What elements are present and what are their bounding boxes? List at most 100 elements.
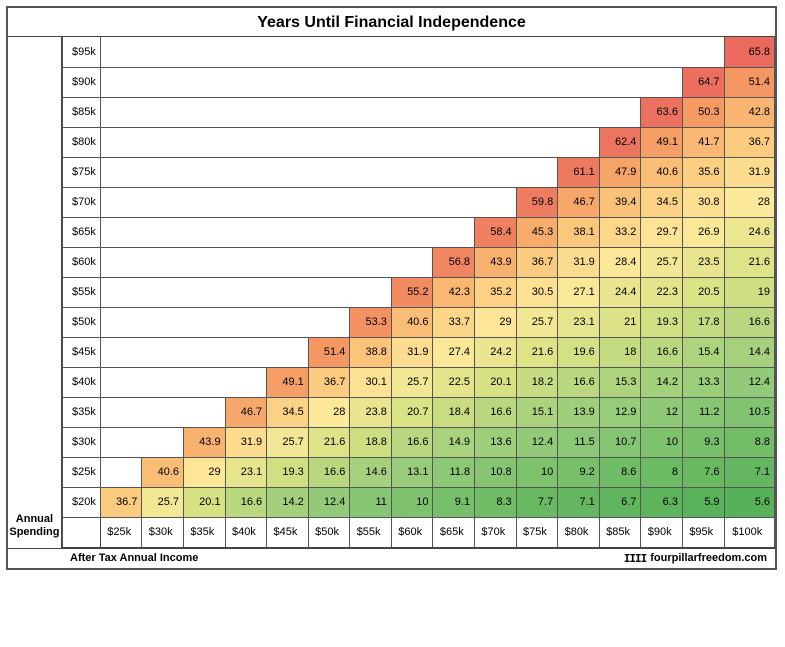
heatmap-cell: 56.8 — [433, 247, 475, 277]
column-header-row: $25k$30k$35k$40k$45k$50k$55k$60k$65k$70k… — [62, 517, 774, 547]
row-header: $20k — [62, 487, 100, 517]
heatmap-cell: 36.7 — [100, 487, 142, 517]
row-header: $70k — [62, 187, 100, 217]
row-header: $50k — [62, 307, 100, 337]
empty-cell — [308, 37, 350, 67]
heatmap-cell: 15.3 — [599, 367, 641, 397]
heatmap-cell: 40.6 — [641, 157, 683, 187]
heatmap-cell: 10.7 — [599, 427, 641, 457]
column-header: $70k — [475, 517, 517, 547]
column-header: $40k — [225, 517, 267, 547]
heatmap-cell: 19.3 — [267, 457, 309, 487]
heatmap-cell: 63.6 — [641, 97, 683, 127]
column-header: $35k — [184, 517, 226, 547]
empty-cell — [225, 367, 267, 397]
empty-cell — [516, 157, 558, 187]
empty-cell — [433, 157, 475, 187]
heatmap-row: $20k36.725.720.116.614.212.411109.18.37.… — [62, 487, 774, 517]
heatmap-cell: 25.7 — [391, 367, 433, 397]
row-header: $95k — [62, 37, 100, 67]
heatmap-cell: 8.8 — [724, 427, 774, 457]
heatmap-cell: 10.8 — [475, 457, 517, 487]
empty-cell — [100, 157, 142, 187]
heatmap-cell: 8.6 — [599, 457, 641, 487]
heatmap-row: $30k43.931.925.721.618.816.614.913.612.4… — [62, 427, 774, 457]
heatmap-row: $35k46.734.52823.820.718.416.615.113.912… — [62, 397, 774, 427]
column-header: $80k — [558, 517, 600, 547]
heatmap-cell: 13.1 — [391, 457, 433, 487]
heatmap-cell: 10 — [516, 457, 558, 487]
heatmap-row: $75k61.147.940.635.631.9 — [62, 157, 774, 187]
heatmap-cell: 16.6 — [641, 337, 683, 367]
heatmap-cell: 23.1 — [225, 457, 267, 487]
empty-cell — [558, 37, 600, 67]
empty-cell — [391, 67, 433, 97]
empty-cell — [641, 37, 683, 67]
empty-cell — [308, 67, 350, 97]
empty-cell — [516, 37, 558, 67]
heatmap-cell: 10 — [641, 427, 683, 457]
empty-cell — [308, 97, 350, 127]
heatmap-cell: 42.3 — [433, 277, 475, 307]
empty-cell — [100, 97, 142, 127]
heatmap-cell: 47.9 — [599, 157, 641, 187]
heatmap-cell: 12 — [641, 397, 683, 427]
heatmap-cell: 9.3 — [682, 427, 724, 457]
heatmap-cell: 35.2 — [475, 277, 517, 307]
column-header: $45k — [267, 517, 309, 547]
heatmap-cell: 62.4 — [599, 127, 641, 157]
heatmap-cell: 55.2 — [391, 277, 433, 307]
column-header: $30k — [142, 517, 184, 547]
empty-cell — [308, 247, 350, 277]
empty-cell — [225, 187, 267, 217]
empty-cell — [433, 37, 475, 67]
empty-cell — [267, 37, 309, 67]
empty-cell — [350, 277, 392, 307]
heatmap-cell: 5.9 — [682, 487, 724, 517]
heatmap-cell: 14.2 — [267, 487, 309, 517]
empty-cell — [267, 67, 309, 97]
empty-cell — [225, 277, 267, 307]
column-header: $50k — [308, 517, 350, 547]
heatmap-cell: 38.1 — [558, 217, 600, 247]
heatmap-cell: 18.8 — [350, 427, 392, 457]
heatmap-row: $25k40.62923.119.316.614.613.111.810.810… — [62, 457, 774, 487]
column-header: $60k — [391, 517, 433, 547]
heatmap-cell: 19 — [724, 277, 774, 307]
heatmap-cell: 16.6 — [308, 457, 350, 487]
heatmap-cell: 17.8 — [682, 307, 724, 337]
heatmap-cell: 34.5 — [267, 397, 309, 427]
chart-footer: After Tax Annual Income IIII fourpillarf… — [8, 548, 775, 568]
row-header: $90k — [62, 67, 100, 97]
row-header: $80k — [62, 127, 100, 157]
heatmap-cell: 20.7 — [391, 397, 433, 427]
axis-corner — [62, 517, 100, 547]
heatmap-cell: 11.2 — [682, 397, 724, 427]
empty-cell — [225, 247, 267, 277]
empty-cell — [475, 157, 517, 187]
row-header: $40k — [62, 367, 100, 397]
heatmap-cell: 21 — [599, 307, 641, 337]
empty-cell — [267, 307, 309, 337]
empty-cell — [100, 187, 142, 217]
heatmap-cell: 30.1 — [350, 367, 392, 397]
empty-cell — [225, 127, 267, 157]
heatmap-cell: 27.1 — [558, 277, 600, 307]
heatmap-cell: 65.8 — [724, 37, 774, 67]
heatmap-cell: 9.2 — [558, 457, 600, 487]
heatmap-cell: 18.4 — [433, 397, 475, 427]
empty-cell — [184, 307, 226, 337]
empty-cell — [516, 67, 558, 97]
empty-cell — [433, 127, 475, 157]
heatmap-cell: 51.4 — [308, 337, 350, 367]
heatmap-cell: 12.9 — [599, 397, 641, 427]
heatmap-cell: 49.1 — [267, 367, 309, 397]
heatmap-cell: 16.6 — [475, 397, 517, 427]
heatmap-cell: 24.6 — [724, 217, 774, 247]
heatmap-cell: 8.3 — [475, 487, 517, 517]
empty-cell — [391, 127, 433, 157]
row-header: $25k — [62, 457, 100, 487]
x-axis-label: After Tax Annual Income — [70, 552, 198, 564]
column-header: $75k — [516, 517, 558, 547]
heatmap-cell: 28.4 — [599, 247, 641, 277]
